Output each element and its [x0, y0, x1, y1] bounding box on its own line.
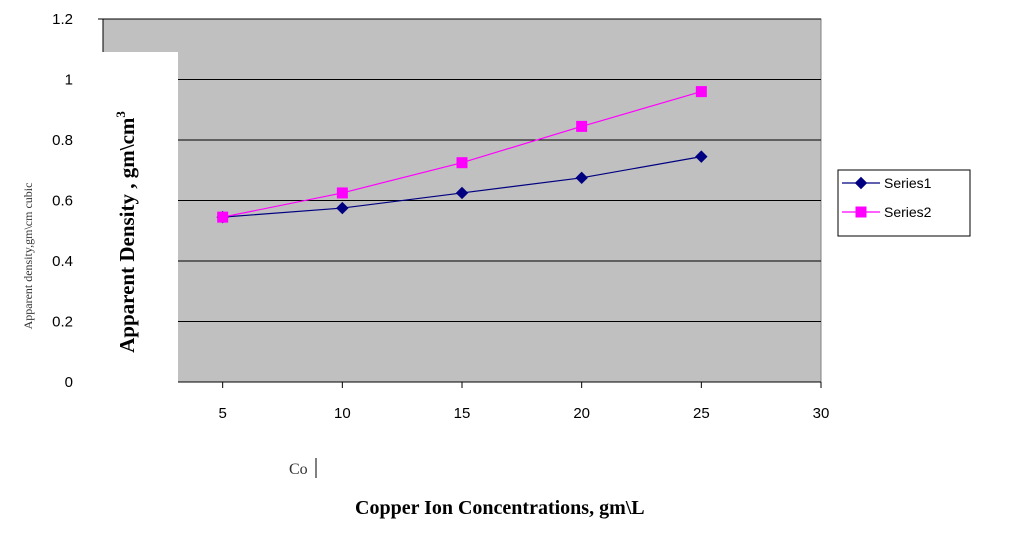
series-layer	[216, 86, 708, 224]
gridlines	[103, 18, 821, 322]
legend-marker	[854, 176, 868, 190]
data-point	[336, 201, 349, 215]
y-axis-label-original: Apparent density,gm\cm cubic	[21, 183, 35, 330]
x-tick-label: 30	[813, 405, 830, 422]
y-tick-label: 0	[65, 374, 73, 391]
legend: Series1 Series2	[837, 169, 971, 237]
x-tick-label: 25	[693, 405, 710, 422]
y-tick-label: 0.2	[52, 314, 73, 331]
x-ticks: 5 10 15 20 25 30	[218, 382, 829, 422]
x-axis-label: Copper Ion Concentrations, gm\L	[355, 497, 645, 519]
y-tick-label: 0.8	[52, 132, 73, 149]
data-point	[695, 150, 708, 163]
x-tick-label: 5	[218, 405, 226, 422]
series-2	[217, 86, 707, 223]
legend-marker	[855, 206, 867, 218]
data-point	[575, 171, 588, 185]
label-cover-bottom	[317, 430, 757, 534]
data-point	[456, 157, 468, 169]
y-tick-label: 1.2	[52, 11, 73, 28]
label-cover-left	[86, 52, 178, 452]
data-point	[336, 187, 348, 199]
legend-entry: Series1	[842, 175, 932, 191]
y-axis-label: Apparent Density , gm\cm3	[113, 111, 139, 353]
y-axis-label-main: Apparent Density , gm\cm	[115, 117, 139, 353]
legend-label: Series1	[884, 175, 932, 191]
y-tick-label: 0.4	[52, 253, 73, 270]
x-tick-label: 20	[573, 405, 590, 422]
data-point	[455, 186, 469, 200]
y-axis-label-sup: 3	[113, 111, 128, 118]
y-tick-label: 1	[65, 72, 73, 89]
x-tick-label: 10	[334, 405, 351, 422]
x-axis-label-fragment: Co	[289, 461, 308, 478]
x-tick-label: 15	[454, 405, 471, 422]
data-point	[576, 120, 588, 132]
y-tick-label: 0.6	[52, 193, 73, 210]
legend-label: Series2	[884, 204, 932, 220]
data-point	[217, 211, 229, 223]
legend-entry: Series2	[842, 204, 932, 220]
data-point	[695, 86, 707, 98]
